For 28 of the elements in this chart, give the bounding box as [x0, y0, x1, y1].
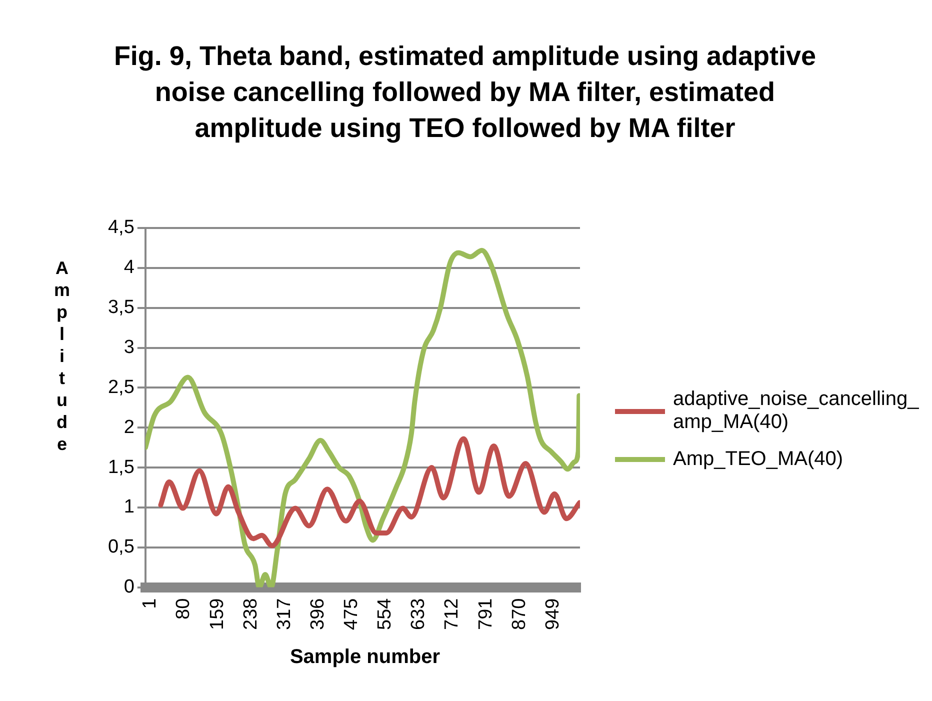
- y-tick-label: 0: [124, 576, 134, 598]
- x-tick-label: 791: [475, 598, 496, 630]
- y-tick-label: 3: [124, 337, 134, 358]
- chart-title: Fig. 9, Theta band, estimated amplitude using adaptive noise cancelling followed by MA filter, estimated amplitude using TEO followed by MA filter: [112, 40, 818, 145]
- y-axis-title: Amplitude: [52, 258, 72, 456]
- x-tick-label: 1: [140, 598, 161, 609]
- x-tick-label: 80: [173, 598, 194, 620]
- y-tick-label: 4,5: [108, 217, 134, 238]
- x-tick-label: 554: [374, 598, 396, 630]
- x-tick-label: 712: [442, 598, 463, 630]
- y-tick-label: 0,5: [108, 536, 134, 558]
- x-tick-label: 396: [307, 598, 328, 630]
- y-tick-label: 1,5: [108, 456, 134, 478]
- y-tick-label: 2,5: [108, 376, 134, 398]
- x-tick-label: 870: [508, 598, 530, 630]
- x-tick-label: 633: [408, 598, 430, 630]
- legend-label: adaptive_noise_cancelling_ amp_MA(40): [673, 388, 920, 434]
- y-tick-label: 4: [124, 257, 135, 278]
- x-tick-label: 317: [274, 598, 295, 630]
- x-tick-label: 238: [240, 598, 262, 630]
- y-tick-label: 1: [124, 496, 134, 518]
- x-axis-title: Sample number: [288, 646, 442, 669]
- y-tick-label: 3,5: [108, 297, 134, 318]
- x-tick-label: 949: [542, 598, 564, 630]
- x-tick-label: 159: [206, 598, 228, 630]
- x-tick-label: 475: [341, 598, 362, 630]
- y-tick-label: 2: [124, 416, 134, 438]
- legend-label: Amp_TEO_MA(40): [673, 448, 844, 471]
